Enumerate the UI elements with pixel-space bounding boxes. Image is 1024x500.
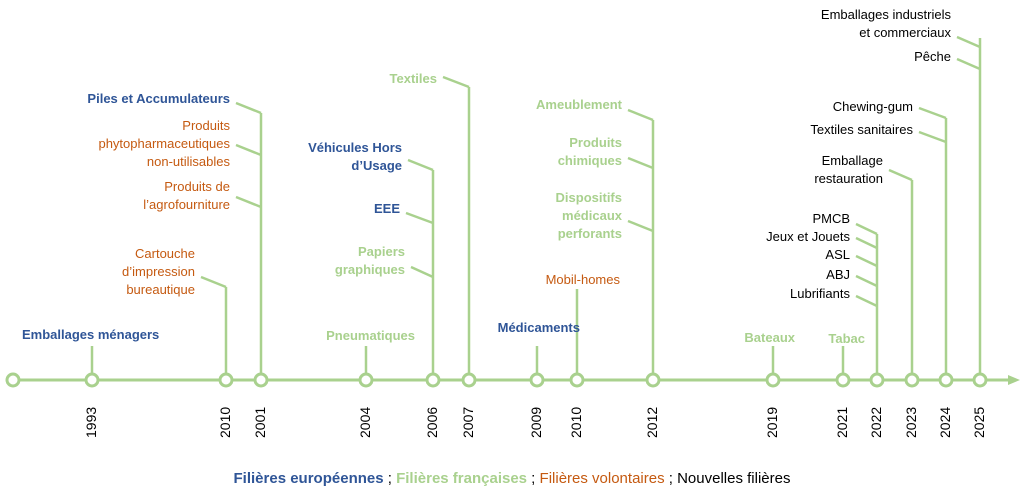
year-node — [835, 372, 851, 388]
year-label: 2024 — [937, 406, 953, 438]
legend-europeennes: Filières européennes — [233, 470, 384, 487]
filiere-label: ABJ — [826, 267, 850, 282]
filiere-label: Mobil-homes — [545, 272, 620, 287]
axis-arrow — [1008, 375, 1020, 385]
year-node — [253, 372, 269, 388]
filiere-label: Papiers graphiques — [334, 244, 405, 277]
connector-diagonal — [855, 222, 878, 236]
year-label: 2021 — [834, 406, 850, 438]
connector-diagonal — [888, 168, 913, 182]
year-node — [218, 372, 234, 388]
year-node — [461, 372, 477, 388]
year-label: 2009 — [528, 406, 544, 438]
year-node — [84, 372, 100, 388]
year-node — [904, 372, 920, 388]
connector-diagonal — [855, 254, 878, 268]
filiere-label: Pêche — [914, 49, 951, 64]
filiere-label: Dispositifs médicaux perforants — [555, 190, 622, 241]
filiere-label: Cartouche d’impression bureautique — [122, 246, 195, 297]
connector-diagonal — [918, 130, 947, 144]
filiere-label: Ameublement — [536, 97, 622, 112]
connector-diagonal — [627, 156, 654, 170]
legend-separator: ; — [664, 470, 678, 487]
filiere-label: Textiles — [389, 71, 437, 86]
year-node — [938, 372, 954, 388]
year-label: 2012 — [644, 406, 660, 438]
connector-diagonal — [405, 211, 434, 225]
filiere-label: Produits de l’agrofourniture — [143, 179, 230, 212]
legend-volontaires: Filières volontaires — [539, 470, 665, 487]
filiere-label: Emballage restauration — [814, 153, 883, 186]
year-node — [765, 372, 781, 388]
filiere-label: Textiles sanitaires — [810, 122, 913, 137]
year-node — [529, 372, 545, 388]
year-label: 2001 — [252, 406, 268, 438]
filiere-label: Bateaux — [744, 330, 795, 345]
year-node — [645, 372, 661, 388]
connector-diagonal — [235, 195, 262, 209]
filiere-label: Lubrifiants — [790, 286, 850, 301]
legend-separator: ; — [383, 470, 397, 487]
legend-separator: ; — [527, 470, 540, 487]
connector-diagonal — [855, 294, 878, 308]
connector-diagonal — [407, 158, 434, 172]
year-label: 2004 — [357, 406, 373, 438]
connector-diagonal — [855, 236, 878, 250]
year-node — [358, 372, 374, 388]
year-node — [869, 372, 885, 388]
connector-lines — [90, 35, 982, 380]
connector-diagonal — [627, 108, 654, 122]
filiere-label: Produits chimiques — [557, 135, 622, 168]
year-label: 2006 — [424, 406, 440, 438]
connector-diagonal — [410, 265, 434, 279]
legend: Filières européennes ; Filières français… — [0, 470, 1024, 487]
filiere-label: ASL — [825, 247, 850, 262]
connector-diagonal — [956, 35, 981, 49]
connector-diagonal — [918, 106, 947, 120]
year-label: 2023 — [903, 406, 919, 438]
filiere-label: Produits phytopharmaceutiques non-utilis… — [98, 118, 230, 169]
filiere-label: Véhicules Hors d’Usage — [308, 140, 402, 173]
connector-diagonal — [235, 101, 262, 115]
connector-diagonal — [956, 57, 981, 71]
filiere-label: Emballages ménagers — [22, 327, 160, 342]
filiere-label: Médicaments — [497, 320, 580, 335]
year-nodes — [5, 372, 988, 388]
year-label: 2010 — [568, 406, 584, 438]
year-label: 2022 — [868, 406, 884, 438]
filiere-label: Emballages industriels et commerciaux — [820, 7, 951, 40]
filiere-label: PMCB — [812, 211, 850, 226]
legend-nouvelles: Nouvelles filières — [677, 470, 791, 487]
connector-diagonal — [200, 275, 227, 289]
year-label: 2010 — [217, 406, 233, 438]
connector-diagonal — [855, 274, 878, 288]
year-label: 2019 — [764, 406, 780, 438]
filiere-label: Piles et Accumulateurs — [87, 91, 230, 106]
filiere-label: EEE — [373, 201, 400, 216]
year-label: 1993 — [83, 406, 99, 438]
connector-diagonal — [235, 143, 262, 157]
year-label: 2025 — [971, 406, 987, 438]
year-node — [972, 372, 988, 388]
connector-diagonal — [627, 219, 654, 233]
year-node — [425, 372, 441, 388]
filiere-label: Pneumatiques — [326, 328, 415, 343]
filiere-label: Tabac — [828, 331, 865, 346]
legend-francaises: Filières françaises — [396, 470, 528, 487]
year-node — [569, 372, 585, 388]
connector-diagonal — [442, 75, 470, 89]
axis-start-node — [5, 372, 21, 388]
filiere-label: Jeux et Jouets — [766, 229, 850, 244]
year-label: 2007 — [460, 406, 476, 438]
timeline-axis — [13, 375, 1020, 385]
filiere-label: Chewing-gum — [832, 99, 913, 114]
